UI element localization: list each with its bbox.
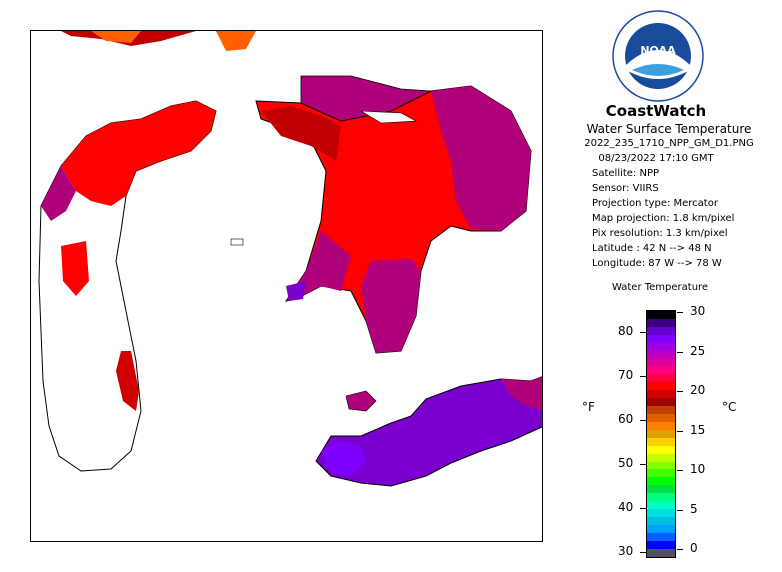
fahrenheit-label: 60 [618, 412, 634, 426]
scale-swatch [647, 382, 675, 391]
projection-type: Projection type: Mercator [592, 198, 718, 209]
saginaw-bay-violet [286, 281, 306, 301]
fahrenheit-label: 50 [618, 456, 634, 470]
scale-swatch [647, 477, 675, 486]
scale-swatch [647, 366, 675, 375]
product-subtitle: Water Surface Temperature [586, 122, 752, 136]
lake-michigan-north-magenta [41, 166, 76, 221]
lake-st-clair [345, 390, 377, 412]
manitoulin-island [360, 110, 418, 124]
latitude: Latitude : 42 N --> 48 N [592, 243, 712, 254]
scale-swatch [647, 516, 675, 525]
pix-resolution: Pix resolution: 1.3 km/pixel [592, 228, 728, 239]
scale-swatch [647, 406, 675, 414]
celsius-tick [677, 470, 683, 471]
scale-swatch [647, 318, 675, 327]
lake-huron-dark [261, 106, 341, 161]
scale-swatch [647, 485, 675, 494]
color-scale-bar [646, 310, 676, 558]
scale-swatch [647, 461, 675, 470]
lake-erie-east-magenta [501, 376, 542, 411]
fahrenheit-tick [640, 508, 646, 509]
satellite: Satellite: NPP [592, 168, 660, 179]
legend-title: Water Temperature [612, 282, 709, 293]
scale-swatch [647, 532, 675, 541]
scale-swatch [647, 540, 675, 549]
fahrenheit-tick [640, 332, 646, 333]
sensor: Sensor: VIIRS [592, 183, 659, 194]
scale-swatch [647, 429, 675, 438]
scale-swatch [647, 350, 675, 359]
celsius-label: 5 [690, 501, 698, 516]
celsius-label: 25 [690, 343, 706, 358]
fahrenheit-label: 40 [618, 500, 634, 514]
scale-swatch [647, 326, 675, 335]
lake-erie [315, 376, 542, 487]
celsius-label: 15 [690, 422, 706, 437]
noaa-logo: NOAA [612, 10, 704, 102]
fahrenheit-label: 30 [618, 544, 634, 558]
celsius-tick [677, 509, 683, 511]
scale-swatch [647, 398, 675, 407]
celsius-unit: °C [722, 400, 737, 414]
lake-michigan-north-warm [61, 101, 216, 206]
celsius-label: 20 [690, 383, 706, 397]
celsius-tick [677, 351, 683, 353]
celsius-label: 10 [690, 462, 706, 476]
longitude: Longitude: 87 W --> 78 W [592, 258, 722, 269]
fahrenheit-label: 80 [618, 324, 634, 338]
filename: 2022_235_1710_NPP_GM_D1.PNG [584, 138, 754, 149]
lake-superior-edge-orange [91, 31, 141, 43]
lake-huron-south-magenta [361, 259, 421, 353]
scale-swatch [647, 390, 675, 399]
georgian-bay [431, 86, 531, 231]
north-channel [300, 75, 433, 122]
fahrenheit-tick [640, 464, 646, 465]
scale-swatch [647, 445, 675, 454]
scale-swatch [647, 524, 675, 533]
lake-michigan-east-warm [116, 351, 139, 411]
scale-swatch [647, 548, 675, 557]
celsius-label: 0 [690, 541, 698, 555]
logo-text: NOAA [640, 44, 676, 57]
map-projection: Map projection: 1.8 km/pixel [592, 213, 735, 224]
fahrenheit-tick [640, 376, 646, 377]
celsius-tick [677, 430, 683, 432]
celsius-tick [677, 391, 683, 392]
celsius-tick [677, 312, 683, 313]
scale-swatch [647, 493, 675, 502]
scale-swatch [647, 374, 675, 383]
datetime: 08/23/2022 17:10 GMT [598, 153, 714, 164]
lake-erie-west-violet [321, 441, 366, 476]
island [230, 238, 244, 246]
header-info: CoastWatch Water Surface Temperature 202… [556, 102, 782, 271]
scale-swatch [647, 311, 675, 319]
scale-swatch [647, 342, 675, 351]
fahrenheit-label: 70 [618, 368, 634, 382]
celsius-tick [677, 549, 683, 550]
lake-superior-edge-right [216, 31, 256, 51]
sst-map [30, 30, 543, 542]
scale-swatch [647, 469, 675, 478]
fahrenheit-tick [640, 420, 646, 421]
scale-swatch [647, 413, 675, 422]
scale-swatch [647, 358, 675, 367]
scale-swatch [647, 501, 675, 510]
scale-swatch [647, 453, 675, 462]
fahrenheit-tick [640, 552, 646, 553]
scale-swatch [647, 421, 675, 430]
scale-swatch [647, 334, 675, 343]
scale-swatch [647, 437, 675, 446]
green-bay-warm [61, 241, 89, 296]
celsius-label: 30 [690, 304, 706, 318]
brand-title: CoastWatch [605, 102, 707, 120]
fahrenheit-unit: °F [582, 400, 595, 414]
scale-swatch [647, 509, 675, 517]
